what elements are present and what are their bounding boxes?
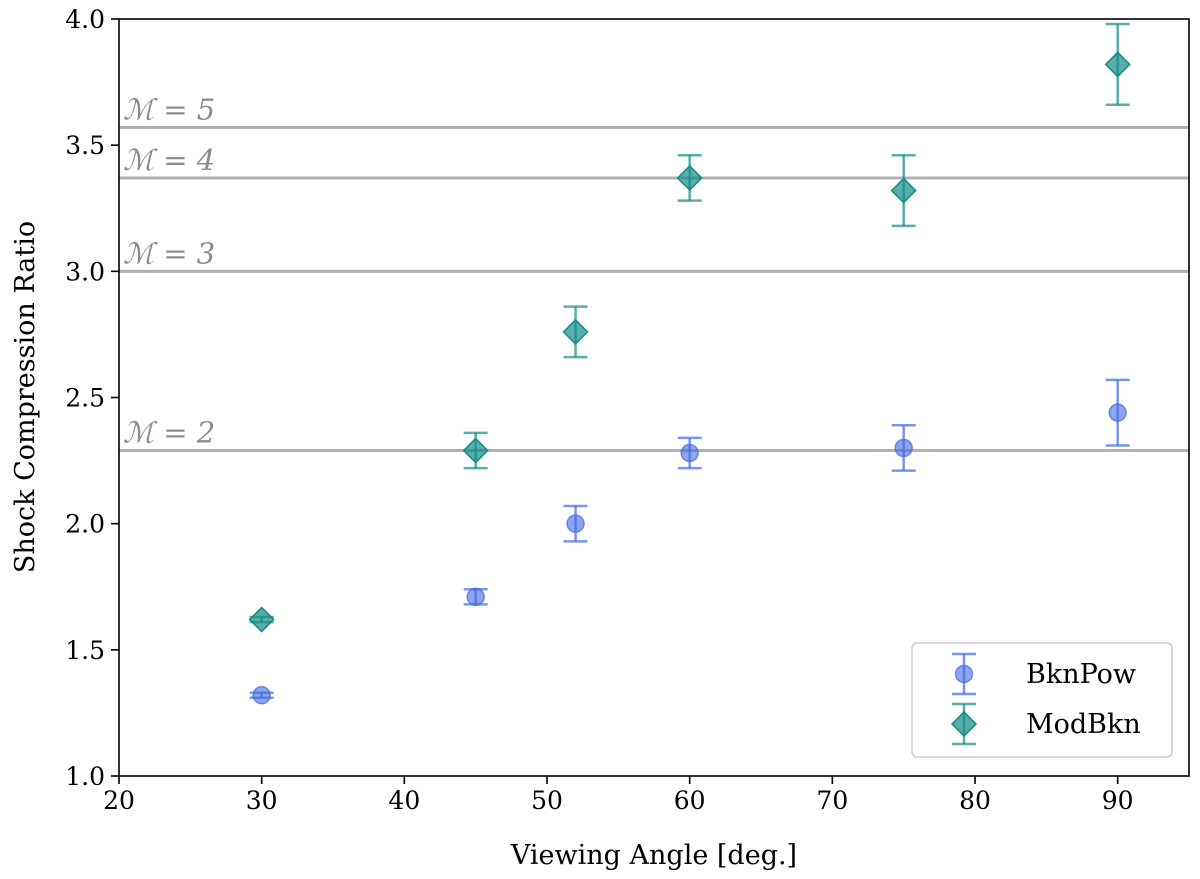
y-tick-label: 4.0 — [65, 5, 105, 34]
bknpow-point — [680, 443, 699, 463]
x-tick-label: 80 — [959, 786, 991, 815]
bknpow-point — [466, 587, 485, 607]
x-tick-label: 30 — [246, 786, 278, 815]
modbkn-point — [248, 606, 275, 633]
data-layer — [248, 22, 1131, 705]
x-tick-label: 90 — [1102, 786, 1134, 815]
modbkn-point — [562, 318, 589, 345]
y-tick-label: 1.0 — [65, 762, 105, 791]
y-tick-label: 3.5 — [65, 131, 105, 160]
legend-marker-circle — [954, 664, 974, 684]
ticks-layer: 20 30 40 50 60 70 80 90 1.0 1.5 2.0 2.5 3.0 3.5 4.0 — [65, 5, 1133, 815]
bknpow-point — [894, 438, 913, 458]
legend-frame — [911, 642, 1173, 758]
x-axis-label: Viewing Angle [deg.] — [510, 840, 797, 871]
x-tick-label: 60 — [674, 786, 706, 815]
series-bknpow — [249, 378, 1130, 705]
legend-marker-diamond — [950, 710, 978, 738]
y-tick-label: 3.0 — [65, 257, 105, 286]
bknpow-point — [252, 686, 271, 705]
reference-lines-layer: ℳ = 2 ℳ = 3 ℳ = 4 ℳ = 5 — [119, 93, 1189, 452]
y-axis-label: Shock Compression Ratio — [10, 221, 41, 573]
y-tick-label: 2.5 — [65, 384, 105, 413]
bknpow-point — [1108, 403, 1127, 422]
reference-line-label: ℳ = 4 — [123, 143, 215, 177]
modbkn-point — [1104, 51, 1131, 78]
legend-item-modbkn: ModBkn — [950, 702, 1141, 746]
x-tick-label: 50 — [531, 786, 563, 815]
bknpow-point — [566, 514, 585, 533]
reference-line-label: ℳ = 3 — [123, 236, 215, 270]
x-tick-label: 20 — [103, 786, 135, 815]
x-tick-label: 70 — [816, 786, 848, 815]
modbkn-point — [890, 177, 917, 204]
legend-label: ModBkn — [1026, 709, 1141, 740]
y-tick-label: 1.5 — [65, 636, 105, 665]
legend-item-bknpow: BknPow — [952, 652, 1136, 696]
reference-line-label: ℳ = 2 — [123, 415, 215, 449]
modbkn-point — [676, 164, 703, 192]
legend-label: BknPow — [1026, 659, 1136, 690]
y-tick-label: 2.0 — [65, 510, 105, 539]
series-modbkn — [248, 22, 1131, 633]
modbkn-point — [462, 437, 489, 464]
legend: BknPow ModBkn — [911, 642, 1173, 758]
reference-line-label: ℳ = 5 — [123, 93, 215, 127]
x-tick-label: 40 — [388, 786, 420, 815]
